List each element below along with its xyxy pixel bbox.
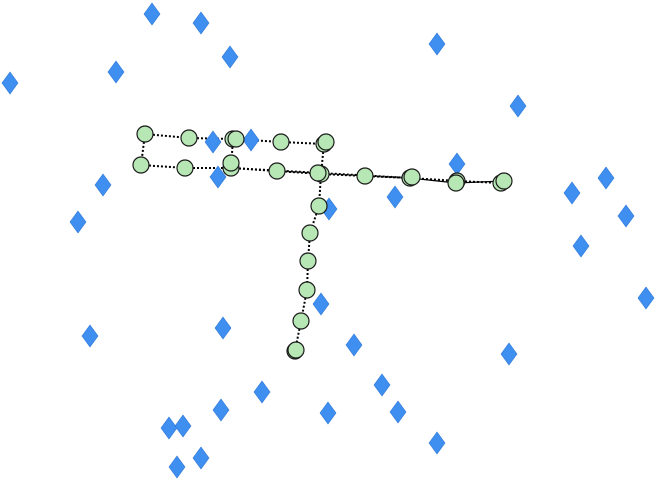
diamond-icon [389,400,407,424]
diamond-icon [373,373,391,397]
diamond-icon [253,380,271,404]
diamond-icon [572,234,590,258]
circle-node-icon [317,133,335,151]
diamond-icon [94,173,112,197]
circle-node-icon [268,162,286,180]
circle-node-icon [298,281,316,299]
diamond-icon [386,185,404,209]
diamond-icon [214,316,232,340]
diamond-icon [209,165,227,189]
circle-node-icon [222,154,240,172]
circle-node-icon [356,167,374,185]
diamond-icon [563,181,581,205]
diamond-icon [242,128,260,152]
circle-node-icon [301,224,319,242]
diamond-icon [192,446,210,470]
diamond-icon [160,416,178,440]
circle-node-icon [495,172,513,190]
diamond-icon [312,292,330,316]
diamond-icon [192,11,210,35]
diamond-icon [168,455,186,479]
diamond-icon [212,398,230,422]
diamond-icon [637,286,655,310]
diamond-icon [1,71,19,95]
diamond-icon [428,431,446,455]
circle-node-icon [309,164,327,182]
diamond-icon [345,333,363,357]
diamond-icon [69,210,87,234]
circle-node-icon [287,341,305,359]
diamond-icon [500,342,518,366]
circle-node-icon [180,129,198,147]
diamond-icon [617,204,635,228]
snake-link [280,141,325,145]
circle-node-icon [136,125,154,143]
circle-node-icon [132,156,150,174]
diamond-icon [204,130,222,154]
circle-node-icon [272,133,290,151]
diamond-icon [428,32,446,56]
diamond-icon [448,152,466,176]
circle-node-icon [299,252,317,270]
diamond-icon [81,324,99,348]
diamond-icon [143,2,161,26]
diamond-icon [174,414,192,438]
diamond-icon [319,401,337,425]
circle-node-icon [292,312,310,330]
circle-node-icon [310,197,328,215]
snake-nodes [132,125,513,360]
diamond-icon [597,166,615,190]
circle-node-icon [227,130,245,148]
diamond-icon [509,94,527,118]
circle-node-icon [447,174,465,192]
diamond-icon [221,45,239,69]
circle-node-icon [403,168,421,186]
circle-node-icon [176,159,194,177]
diamond-icon [107,60,125,84]
